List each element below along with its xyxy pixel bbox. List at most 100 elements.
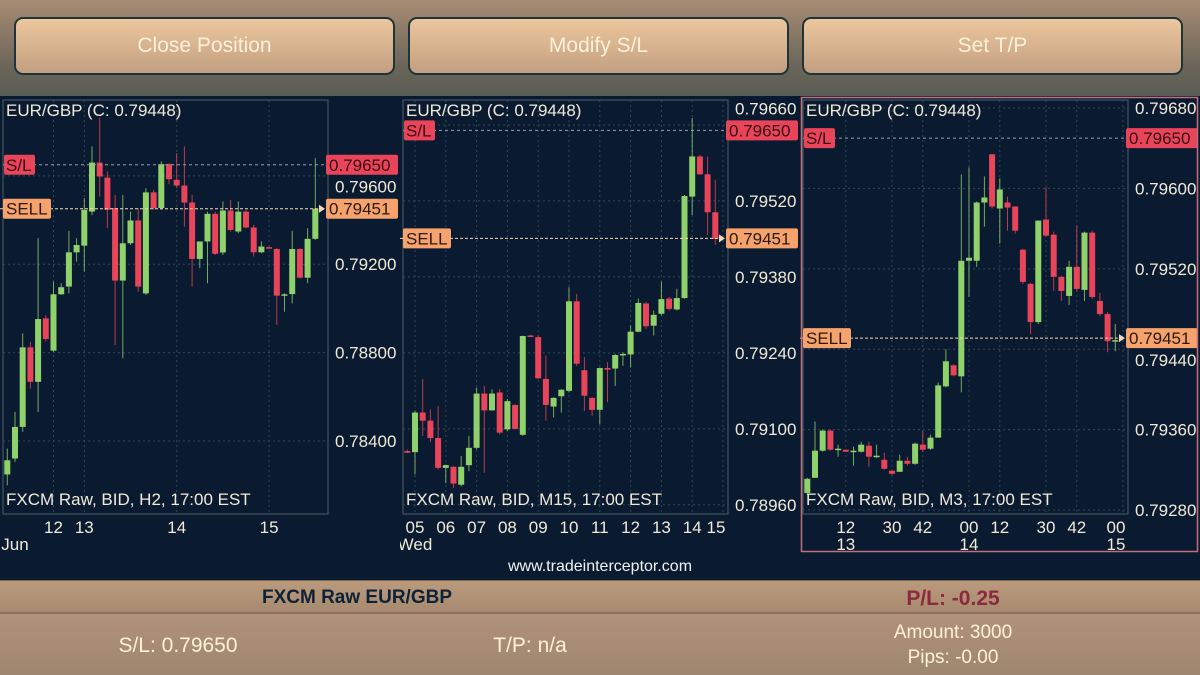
- candle-bullish: [489, 393, 495, 411]
- candle-bearish: [1043, 219, 1049, 236]
- candle-bearish: [173, 179, 180, 186]
- x-tick-label: 07: [467, 518, 486, 537]
- candle-bullish: [142, 192, 149, 294]
- sell-label: SELL: [406, 229, 448, 248]
- candle-bullish: [65, 252, 72, 287]
- candle-bullish: [258, 246, 265, 253]
- candle-bullish: [519, 336, 526, 435]
- website-link[interactable]: www.tradeinterceptor.com: [507, 558, 693, 575]
- candle-bullish: [619, 353, 626, 356]
- candle-bullish: [819, 430, 826, 451]
- position-details: S/L: 0.79650 T/P: n/a Amount: 3000 Pips:…: [0, 614, 1200, 675]
- plot-frame: [802, 99, 1129, 515]
- candle-bullish: [812, 450, 818, 478]
- candle-bearish: [712, 212, 719, 239]
- candle-bearish: [250, 227, 257, 253]
- candle-bullish: [935, 385, 942, 438]
- x-tick-label: 06: [436, 518, 455, 537]
- candle-bullish: [635, 302, 642, 332]
- candle-bullish: [196, 241, 203, 259]
- y-tick-label: 0.79600: [335, 178, 396, 197]
- candle-bearish: [573, 301, 580, 364]
- chart-m3[interactable]: 0.79680 0.79600 0.79520 0.79440 0.79360 0.792…: [800, 96, 1200, 580]
- chart-h2[interactable]: 0.79600 0.79200 0.78800 0.78400 12 13 14 15 Jun S…: [0, 96, 400, 580]
- chart-panel-m3[interactable]: 0.79680 0.79600 0.79520 0.79440 0.79360 0.792…: [800, 96, 1200, 580]
- candle-bearish: [643, 303, 649, 327]
- candle-bullish: [1081, 232, 1088, 290]
- position-header: FXCM Raw EUR/GBP P/L: -0.25: [0, 580, 1200, 614]
- candle-bullish: [158, 164, 165, 209]
- y-tick-label: 0.79600: [1135, 179, 1196, 198]
- candle-bearish: [604, 368, 611, 370]
- candle-bearish: [881, 459, 888, 469]
- chart-panel-m15[interactable]: 0.79660 0.79520 0.79380 0.79240 0.79100 0.789…: [400, 96, 800, 580]
- candle-bearish: [150, 192, 157, 209]
- candle-bearish: [904, 460, 911, 464]
- sell-price-badge: [726, 228, 798, 249]
- y-tick-label: 0.79100: [735, 420, 796, 439]
- candle-bullish: [650, 314, 657, 326]
- candle-bearish: [296, 248, 303, 278]
- chart-footer: FXCM Raw, BID, H2, 17:00 EST: [6, 490, 251, 509]
- candle-bearish: [989, 154, 996, 207]
- candle-bullish: [465, 447, 472, 466]
- sell-arrow-icon: [719, 234, 725, 243]
- candle-bullish: [289, 248, 296, 295]
- modify-sl-button[interactable]: Modify S/L: [408, 17, 789, 75]
- candle-bullish: [681, 196, 688, 299]
- candle-bullish: [912, 443, 919, 464]
- set-tp-button[interactable]: Set T/P: [802, 17, 1183, 75]
- candle-bearish: [42, 318, 49, 339]
- candle-bullish: [1112, 340, 1119, 342]
- y-tick-label: 0.78800: [335, 344, 396, 363]
- candle-bullish: [1035, 220, 1042, 323]
- candle-bullish: [858, 444, 865, 452]
- x-tick-label: 13: [652, 518, 671, 537]
- candle-bullish: [896, 460, 903, 472]
- candle-bullish: [312, 208, 319, 239]
- chart-footer: FXCM Raw, BID, M3, 17:00 EST: [806, 490, 1053, 509]
- candle-bearish: [704, 174, 711, 213]
- close-position-button[interactable]: Close Position: [14, 17, 395, 75]
- candle-bearish: [450, 466, 457, 484]
- chart-title: EUR/GBP (C: 0.79448): [806, 101, 981, 120]
- action-toolbar: Close Position Modify S/L Set T/P: [0, 0, 1200, 96]
- candle-bullish: [612, 355, 619, 369]
- candle-bearish: [404, 451, 411, 453]
- stop-loss-label: S/L: [6, 156, 32, 175]
- candle-bearish: [435, 438, 442, 468]
- candle-bearish: [666, 298, 673, 309]
- chart-m15[interactable]: 0.79660 0.79520 0.79380 0.79240 0.79100 0.789…: [400, 96, 800, 580]
- chart-footer: FXCM Raw, BID, M15, 17:00 EST: [406, 490, 662, 509]
- stop-loss-value: S/L: 0.79650: [118, 634, 238, 657]
- profit-loss: P/L: -0.25: [906, 587, 1000, 610]
- candle-bullish: [35, 319, 42, 382]
- candle-bullish: [1066, 266, 1073, 296]
- candle-bullish: [458, 466, 465, 485]
- x-tick-label: 12: [990, 518, 1009, 537]
- y-tick-label: 0.79280: [1135, 501, 1196, 520]
- candle-bearish: [527, 335, 534, 337]
- x-tick-label: 05: [406, 518, 425, 537]
- x-tick-label: 00: [960, 518, 979, 537]
- y-tick-label: 0.79380: [735, 268, 796, 287]
- sell-label: SELL: [6, 200, 48, 219]
- y-tick-label: 0.79520: [735, 192, 796, 211]
- sell-badge: [403, 228, 451, 249]
- candle-bearish: [865, 445, 872, 457]
- sell-badge: [3, 198, 51, 219]
- x-tick-label: 42: [1067, 518, 1086, 537]
- candle-bullish: [804, 478, 811, 493]
- candle-bearish: [112, 208, 119, 281]
- candle-bearish: [212, 213, 219, 254]
- x-tick-label: 10: [560, 518, 579, 537]
- candle-bearish: [27, 347, 34, 382]
- y-tick-label: 0.79520: [1135, 260, 1196, 279]
- sell-price-badge: [326, 198, 398, 219]
- candle-bullish: [127, 220, 134, 244]
- chart-panel-h2[interactable]: 0.79600 0.79200 0.78800 0.78400 12 13 14 15 Jun S…: [0, 96, 400, 580]
- candle-bullish: [673, 298, 680, 310]
- y-tick-label: 0.78960: [735, 496, 796, 515]
- sell-price: 0.79451: [329, 200, 390, 219]
- sell-price: 0.79451: [729, 229, 790, 248]
